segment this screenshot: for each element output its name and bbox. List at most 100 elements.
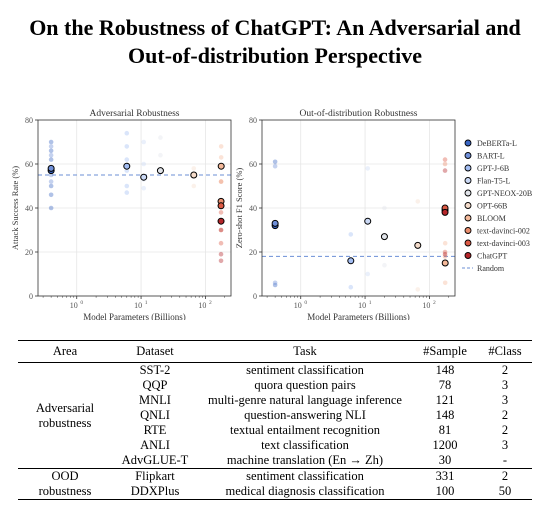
task-point	[158, 152, 163, 158]
class-count-cell: 3	[501, 438, 509, 452]
sample-count-cell: 148	[435, 408, 455, 422]
task-point	[442, 240, 448, 246]
task-point	[365, 271, 371, 277]
task-point	[348, 284, 354, 290]
y-tick-label: 0	[253, 292, 257, 301]
dataset-cell: Flipkart	[112, 468, 198, 484]
task-cell: question-answering NLI	[244, 408, 366, 422]
y-axis-label: Zero-shot F1 Score (%)	[234, 168, 244, 249]
task-cell: medical diagnosis classification	[225, 484, 385, 498]
task-point	[442, 161, 448, 167]
sample-count-cell: 148	[435, 363, 455, 377]
x-tick-label: 10	[358, 301, 366, 310]
x-tick-label-exponent: 2	[209, 300, 212, 306]
chart-title: Adversarial Robustness	[90, 109, 180, 119]
legend-marker	[464, 152, 472, 159]
y-tick-label: 80	[249, 116, 257, 125]
legend-label: OPT-66B	[477, 202, 507, 211]
x-tick-label: 10	[294, 301, 302, 310]
table-row: Adversarial robustness SST-2 sentiment clas…	[18, 363, 532, 430]
task-point	[48, 205, 54, 211]
dataset-cell: MNLI	[139, 393, 171, 407]
paper-title: On the Robustness of ChatGPT: An Adversa…	[0, 14, 550, 70]
area-cell: OOD robustness	[18, 468, 112, 500]
task-point	[218, 144, 224, 149]
legend-marker	[464, 239, 472, 247]
chart-legend: DeBERTa-L BART-L GPT-J-6B Flan-T5-L GPT-NEOX…	[462, 139, 532, 273]
dataset-cell: SST-2	[139, 363, 171, 377]
task-point	[48, 148, 54, 154]
dataset-cell: RTE	[143, 423, 167, 437]
task-point	[141, 185, 147, 191]
area-label-line2: robustness	[38, 415, 92, 430]
dataset-cell: QQP	[142, 378, 168, 392]
table-row: QQP quora question pairs 78 3	[18, 378, 532, 393]
x-tick-label-exponent: 0	[80, 300, 83, 306]
task-point	[124, 190, 130, 195]
legend-marker	[464, 214, 472, 222]
y-tick-label: 40	[25, 204, 33, 213]
task-point	[382, 205, 387, 211]
task-point	[124, 157, 130, 162]
class-count-cell: 2	[501, 423, 509, 437]
task-cell: sentiment classification	[246, 363, 364, 377]
task-point	[48, 192, 54, 198]
task-point	[48, 139, 54, 145]
sample-count-cell: 1200	[432, 438, 458, 452]
task-point	[158, 135, 163, 140]
task-point	[141, 161, 147, 167]
legend-label: Flan-T5-L	[477, 177, 510, 186]
header-area: Area	[52, 344, 78, 358]
task-point	[48, 179, 54, 184]
legend-label: text-davinci-002	[477, 227, 530, 236]
task-point	[48, 157, 54, 162]
task-point	[218, 227, 224, 233]
average-point	[217, 162, 225, 170]
table-header-row: Area Dataset Task #Sample #Class	[18, 340, 532, 363]
task-point	[272, 280, 278, 286]
sample-count-cell: 78	[438, 378, 452, 392]
average-point	[441, 208, 449, 216]
legend-marker	[464, 202, 472, 209]
average-point	[190, 171, 198, 179]
legend-random-label: Random	[477, 264, 505, 273]
table-body: Adversarial robustness SST-2 sentiment clas…	[18, 363, 532, 500]
task-point	[48, 183, 54, 189]
sample-count-cell: 331	[412, 468, 478, 484]
task-point	[442, 157, 448, 162]
task-point	[124, 144, 130, 149]
task-point	[348, 232, 354, 237]
table-row: AdvGLUE-T machine translation (En → Zh) 30…	[18, 453, 532, 469]
sample-count-cell: 100	[435, 484, 455, 498]
x-tick-label: 10	[70, 301, 78, 310]
table-row: MNLI multi-genre natural language inferen…	[18, 393, 532, 408]
task-point	[48, 144, 54, 149]
task-cell: machine translation (En → Zh)	[226, 453, 384, 467]
average-point	[380, 233, 388, 241]
table-row: OOD robustness Flipkart sentiment classific…	[18, 468, 532, 500]
class-count-cell: 3	[501, 393, 509, 407]
header-class: #Class	[488, 344, 522, 358]
dataset-table: Area Dataset Task #Sample #Class Adversa…	[18, 340, 532, 500]
chart-title: Out-of-distribution Robustness	[300, 108, 418, 119]
average-point	[414, 241, 422, 249]
legend-label: BLOOM	[477, 214, 506, 223]
x-tick-label-exponent: 1	[145, 300, 148, 306]
task-point	[218, 227, 224, 233]
dataset-cell: QNLI	[140, 408, 170, 422]
class-count-cell: 3	[501, 378, 509, 392]
task-point	[442, 254, 448, 259]
task-point	[442, 249, 448, 255]
legend-marker	[464, 177, 472, 184]
sample-count-cell: 81	[438, 423, 452, 437]
task-point	[442, 280, 448, 286]
sample-count-cell: 30	[438, 453, 452, 467]
legend-label: GPT-NEOX-20B	[477, 189, 532, 198]
legend-marker	[464, 252, 472, 259]
task-point	[218, 179, 224, 184]
legend-marker	[464, 164, 472, 172]
average-point	[347, 257, 355, 265]
dataset-cell: DDXPlus	[130, 484, 180, 498]
